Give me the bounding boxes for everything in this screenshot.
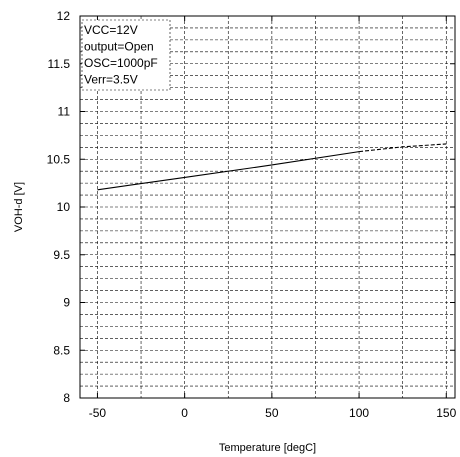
- annotation-line: output=Open: [84, 40, 154, 54]
- annotation-line: VCC=12V: [84, 23, 138, 37]
- y-tick-label: 8: [63, 391, 70, 405]
- grid: [80, 16, 455, 398]
- y-axis-label: VOH-d [V]: [13, 182, 25, 232]
- x-tick-label: 100: [349, 406, 369, 420]
- y-tick-label: 9: [63, 296, 70, 310]
- x-tick-label: 50: [265, 406, 279, 420]
- annotation-box: VCC=12V output=Open OSC=1000pF Verr=3.5V: [81, 19, 171, 91]
- annotation-frame: [81, 19, 171, 91]
- y-tick-label: 11.5: [48, 57, 71, 71]
- x-axis-label: Temperature [degC]: [219, 442, 316, 454]
- y-tick-label: 10: [57, 200, 71, 214]
- x-tick-label: -50: [89, 406, 107, 420]
- tick-marks: [80, 15, 455, 399]
- x-tick-label: 0: [181, 406, 188, 420]
- series-layer: [97, 143, 447, 191]
- y-tick-label: 8.5: [53, 343, 70, 357]
- y-tick-label: 11: [58, 105, 71, 119]
- y-tick-label: 12: [57, 9, 71, 23]
- y-tick-label: 9.5: [53, 248, 70, 262]
- y-tick-label: 10.5: [47, 152, 71, 166]
- x-tick-label: 150: [436, 406, 456, 420]
- annotation-line: Verr=3.5V: [84, 73, 138, 87]
- series-line-dashed: [359, 143, 447, 153]
- annotation-line: OSC=1000pF: [84, 56, 158, 70]
- series-line-solid: [97, 151, 360, 191]
- tick-labels: 8 8.5 9 9.5 10 10.5 11 11.5 12 -50 0 50 100 150: [47, 9, 457, 420]
